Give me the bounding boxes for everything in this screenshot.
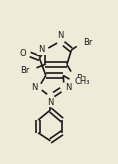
Text: Br: Br [83, 38, 93, 47]
Text: N: N [47, 98, 54, 107]
Text: Br: Br [20, 66, 30, 75]
Text: N: N [65, 83, 71, 92]
Text: O: O [19, 49, 26, 58]
Text: N: N [57, 31, 64, 40]
Text: N: N [31, 83, 38, 92]
Text: Br: Br [76, 74, 85, 83]
Text: N: N [38, 45, 44, 54]
Text: CH₃: CH₃ [74, 77, 90, 86]
